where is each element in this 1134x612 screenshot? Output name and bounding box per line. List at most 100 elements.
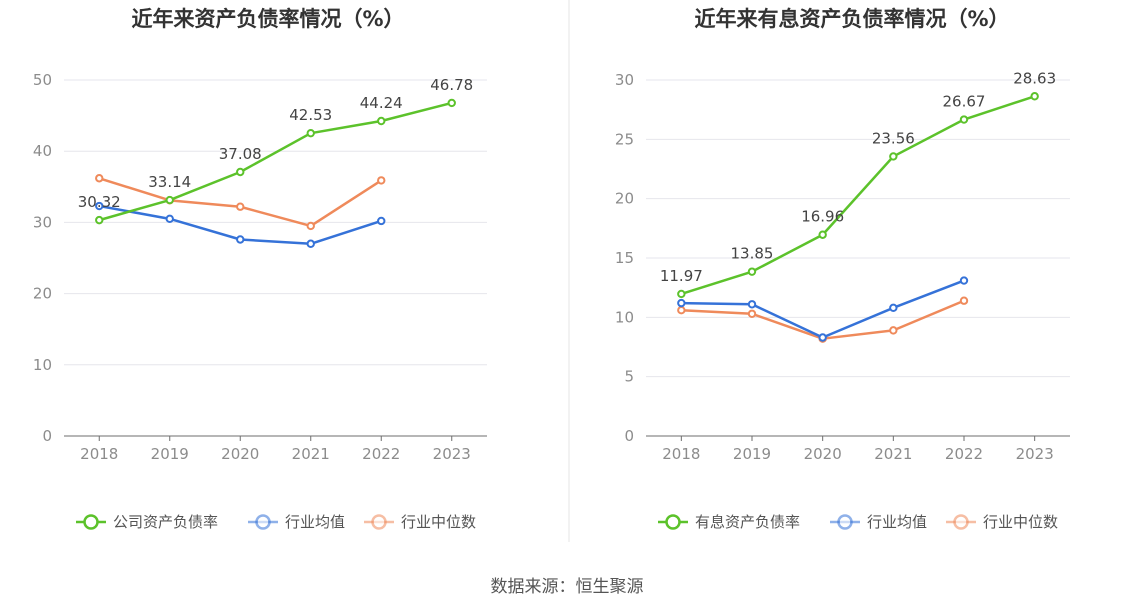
data-point[interactable] xyxy=(889,303,898,313)
data-point[interactable] xyxy=(377,216,386,226)
data-label: 13.85 xyxy=(731,245,774,263)
data-label: 30.32 xyxy=(78,193,121,211)
legend-swatch-marker xyxy=(255,514,271,530)
x-tick-label: 2019 xyxy=(151,445,189,463)
data-label: 16.96 xyxy=(801,208,844,226)
data-label: 37.08 xyxy=(219,145,262,163)
legend-label: 公司资产负债率 xyxy=(113,513,218,531)
chart-title: 近年来有息资产负债率情况（%） xyxy=(694,7,1009,31)
legend-swatch-marker xyxy=(953,514,969,530)
data-label: 11.97 xyxy=(660,267,703,285)
data-point[interactable] xyxy=(447,98,456,108)
chart-panel-1: 近年来资产负债率情况（%） 0 10 20 30 40 50 2018 2019 2020 2021… xyxy=(33,7,487,531)
data-point[interactable] xyxy=(95,174,104,183)
x-tick-label: 2021 xyxy=(292,445,330,463)
legend-item-2[interactable]: 行业均值 xyxy=(248,513,345,531)
data-point[interactable] xyxy=(165,195,174,205)
data-point[interactable] xyxy=(1030,92,1039,101)
data-point[interactable] xyxy=(236,202,245,211)
data-point[interactable] xyxy=(236,235,245,244)
series-3 xyxy=(95,174,386,231)
data-point[interactable] xyxy=(818,333,827,342)
legend-label: 行业均值 xyxy=(285,513,345,531)
series-1 xyxy=(95,98,456,225)
x-tick-label: 2022 xyxy=(362,445,400,463)
legend-item-2[interactable]: 行业均值 xyxy=(830,513,927,531)
legend-item-1[interactable]: 有息资产负债率 xyxy=(658,513,800,531)
legend-item-3[interactable]: 行业中位数 xyxy=(364,513,476,531)
data-point[interactable] xyxy=(95,201,104,211)
series-line xyxy=(681,279,965,339)
x-tick-label: 2020 xyxy=(221,445,259,463)
x-tick-label: 2018 xyxy=(662,445,700,463)
legend-label: 行业中位数 xyxy=(983,513,1058,531)
legend-swatch-marker xyxy=(83,514,99,530)
y-tick-label: 15 xyxy=(615,249,634,267)
y-tick-label: 20 xyxy=(33,285,52,303)
y-tick-label: 30 xyxy=(33,213,52,231)
chart-title: 近年来资产负债率情况（%） xyxy=(131,7,404,31)
data-point[interactable] xyxy=(677,306,686,315)
y-tick-label: 50 xyxy=(33,71,52,89)
legend-item-3[interactable]: 行业中位数 xyxy=(946,513,1058,531)
data-point[interactable] xyxy=(747,267,757,276)
x-tick-label: 2022 xyxy=(945,445,983,463)
data-label: 44.24 xyxy=(360,94,403,112)
series-2 xyxy=(677,276,969,342)
x-tick-label: 2020 xyxy=(804,445,842,463)
series-2 xyxy=(95,201,386,248)
x-tick-label: 2021 xyxy=(874,445,912,463)
data-label: 26.67 xyxy=(943,93,986,111)
data-label: 33.14 xyxy=(148,173,191,191)
data-point[interactable] xyxy=(959,296,969,305)
y-tick-label: 20 xyxy=(615,190,634,208)
y-tick-label: 0 xyxy=(624,427,634,445)
data-point[interactable] xyxy=(677,298,686,308)
legend-label: 行业中位数 xyxy=(401,513,476,531)
y-tick-label: 5 xyxy=(624,368,634,386)
data-point[interactable] xyxy=(377,176,386,185)
chart-panel-2: 近年来有息资产负债率情况（%） 0 5 10 15 20 25 30 2018 2019 2020 2… xyxy=(615,7,1070,531)
y-tick-label: 40 xyxy=(33,142,52,160)
y-tick-label: 30 xyxy=(615,71,634,89)
x-tick-label: 2023 xyxy=(1016,445,1054,463)
x-tick-label: 2023 xyxy=(433,445,471,463)
series-line xyxy=(98,177,382,228)
y-tick-label: 10 xyxy=(33,356,52,374)
data-point[interactable] xyxy=(889,152,898,161)
series-line xyxy=(680,95,1036,296)
series-line xyxy=(98,101,453,222)
data-label: 23.56 xyxy=(872,129,915,147)
data-point[interactable] xyxy=(377,116,386,126)
legend-swatch-marker xyxy=(837,514,853,530)
data-point[interactable] xyxy=(747,300,757,309)
series-line xyxy=(681,299,965,340)
legend-label: 有息资产负债率 xyxy=(695,513,800,531)
data-point[interactable] xyxy=(818,230,827,239)
legend-swatch-marker xyxy=(371,514,387,530)
x-tick-label: 2019 xyxy=(733,445,771,463)
series-1 xyxy=(677,92,1039,299)
data-point[interactable] xyxy=(236,167,245,177)
legend-label: 行业均值 xyxy=(867,513,927,531)
data-point[interactable] xyxy=(959,115,969,124)
y-tick-label: 0 xyxy=(42,427,52,445)
data-point[interactable] xyxy=(677,289,686,299)
legend-item-1[interactable]: 公司资产负债率 xyxy=(76,513,218,531)
y-tick-label: 10 xyxy=(615,308,634,326)
legend-swatch-marker xyxy=(665,514,681,530)
data-point[interactable] xyxy=(306,221,315,231)
data-label: 42.53 xyxy=(289,106,332,124)
data-point[interactable] xyxy=(165,214,174,224)
data-point[interactable] xyxy=(306,239,315,248)
data-point[interactable] xyxy=(95,215,104,225)
y-tick-label: 25 xyxy=(615,130,634,148)
data-point[interactable] xyxy=(747,309,757,318)
data-point[interactable] xyxy=(889,326,898,335)
data-label: 46.78 xyxy=(430,76,473,94)
data-point[interactable] xyxy=(959,276,969,285)
data-source: 数据来源：恒生聚源 xyxy=(491,577,644,597)
data-point[interactable] xyxy=(306,128,315,138)
x-tick-label: 2018 xyxy=(80,445,118,463)
data-label: 28.63 xyxy=(1013,69,1056,87)
